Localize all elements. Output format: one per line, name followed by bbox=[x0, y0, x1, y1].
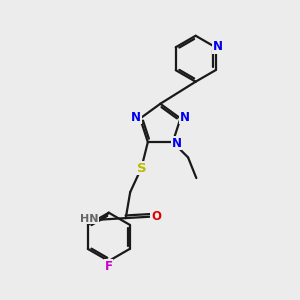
Text: S: S bbox=[136, 161, 146, 175]
Text: F: F bbox=[105, 260, 113, 272]
Text: N: N bbox=[172, 137, 182, 150]
Text: N: N bbox=[213, 40, 223, 53]
Text: O: O bbox=[151, 210, 161, 223]
Text: HN: HN bbox=[80, 214, 98, 224]
Text: N: N bbox=[131, 111, 141, 124]
Text: N: N bbox=[180, 111, 190, 124]
